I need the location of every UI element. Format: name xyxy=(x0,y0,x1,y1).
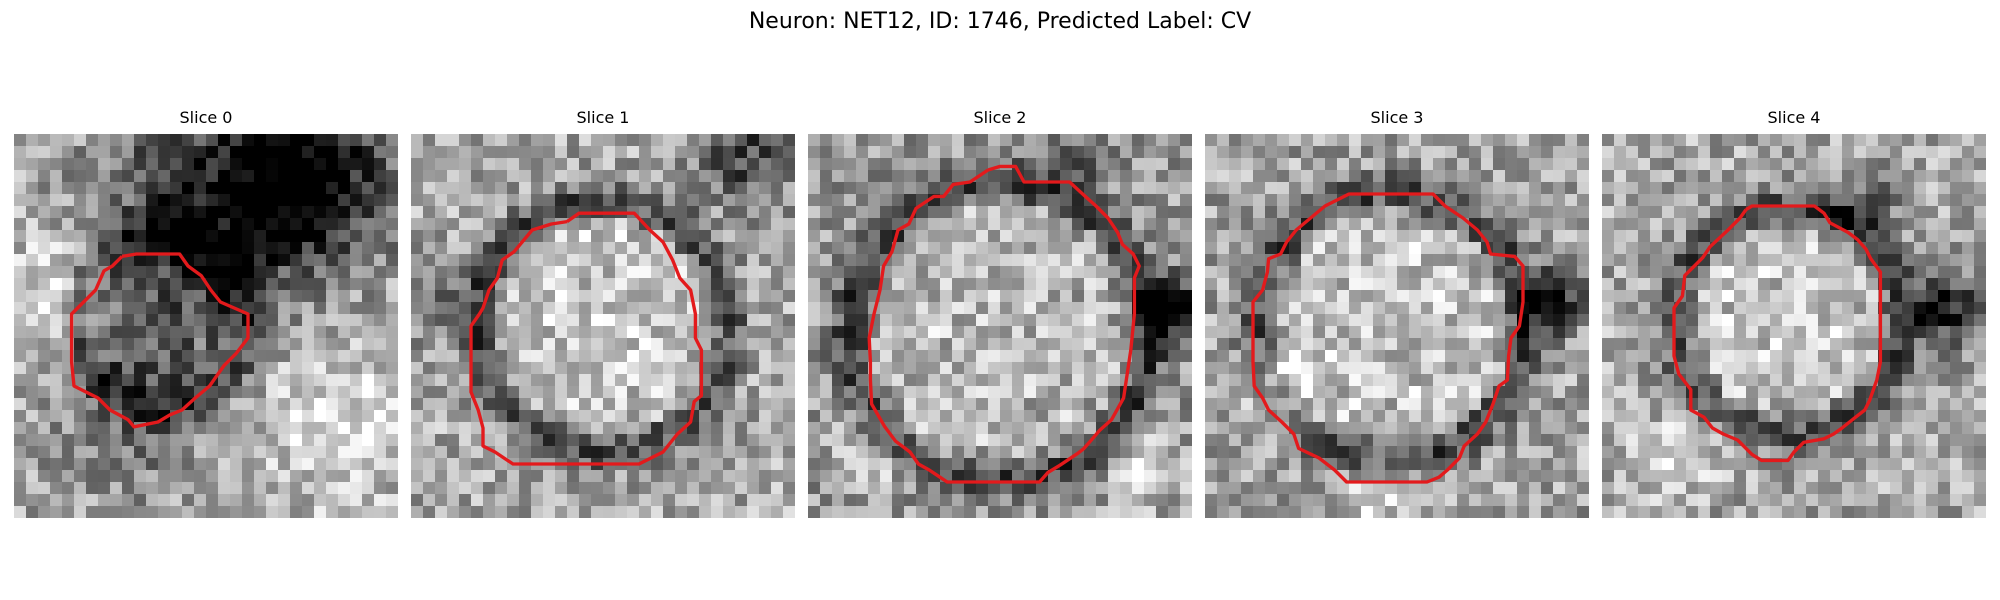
figure-title: Neuron: NET12, ID: 1746, Predicted Label… xyxy=(748,9,1252,34)
slice-image-3 xyxy=(1205,134,1589,518)
micrograph-0 xyxy=(14,134,398,518)
slice-panel-0: Slice 0 xyxy=(14,108,398,518)
slice-image-1 xyxy=(411,134,795,518)
slice-panel-4: Slice 4 xyxy=(1602,108,1986,518)
slice-title-2: Slice 2 xyxy=(973,108,1027,127)
slice-title-0: Slice 0 xyxy=(179,108,233,127)
micrograph-3 xyxy=(1205,134,1589,518)
slice-title-1: Slice 1 xyxy=(576,108,630,127)
micrograph-1 xyxy=(411,134,795,518)
contour-2 xyxy=(867,164,1141,484)
slice-panel-2: Slice 2 xyxy=(808,108,1192,518)
contour-4 xyxy=(1672,204,1883,463)
contour-3 xyxy=(1251,192,1525,484)
slice-panel-1: Slice 1 xyxy=(411,108,795,518)
slice-panel-3: Slice 3 xyxy=(1205,108,1589,518)
micrograph-4 xyxy=(1602,134,1986,518)
contour-1 xyxy=(469,211,704,466)
contour-0 xyxy=(69,252,250,429)
micrograph-2 xyxy=(808,134,1192,518)
slice-image-4 xyxy=(1602,134,1986,518)
slice-image-2 xyxy=(808,134,1192,518)
slice-image-0 xyxy=(14,134,398,518)
slice-title-3: Slice 3 xyxy=(1370,108,1424,127)
slice-title-4: Slice 4 xyxy=(1767,108,1821,127)
